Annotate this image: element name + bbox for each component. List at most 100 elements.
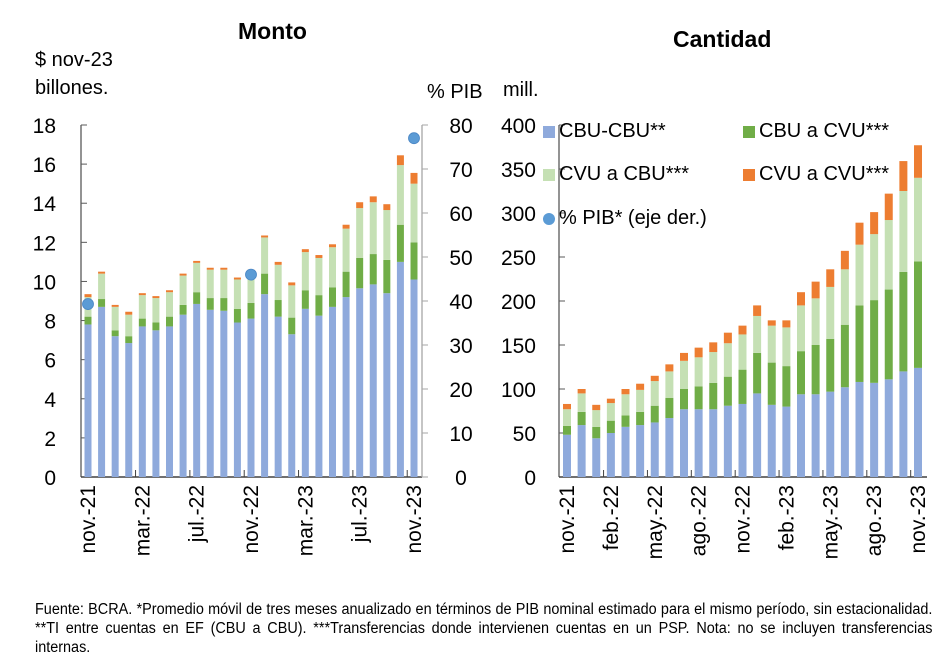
bar-segment-cbu-cbu xyxy=(577,425,586,477)
x-tick-label: ago.-23 xyxy=(863,485,886,556)
legend-label: CBU a CVU*** xyxy=(759,120,890,142)
bar-segment-cbu-cvu xyxy=(261,273,269,295)
bar-segment-cbu-cvu xyxy=(369,254,377,285)
bar-segment-cvu-cbu xyxy=(261,237,269,274)
x-tick-label: nov.-23 xyxy=(907,485,930,554)
y-tick-label: 100 xyxy=(501,379,536,402)
bar-segment-cbu-cbu xyxy=(356,288,364,477)
bar-segment-cbu-cvu xyxy=(592,426,601,439)
monto-title: Monto xyxy=(238,18,307,44)
pib-point xyxy=(408,132,420,145)
bar-segment-cvu-cbu xyxy=(410,183,418,243)
bar-segment-cbu-cvu xyxy=(606,420,615,433)
bar-segment-cvu-cvu xyxy=(369,196,377,203)
bar-segment-cbu-cvu xyxy=(826,338,835,392)
pib-point xyxy=(245,268,257,281)
bar-segment-cvu-cbu xyxy=(315,257,323,296)
bar-segment-cvu-cbu xyxy=(274,264,282,301)
bar-segment-cbu-cbu xyxy=(369,284,377,477)
bar-segment-cvu-cbu xyxy=(111,306,119,331)
bar-segment-cbu-cvu xyxy=(247,302,255,319)
bar-segment-cvu-cbu xyxy=(329,247,336,288)
bar-segment-cvu-cvu xyxy=(356,202,364,209)
bar-segment-cvu-cbu xyxy=(247,271,255,303)
bar-segment-cbu-cbu xyxy=(767,404,776,477)
bar-segment-cbu-cbu xyxy=(138,326,146,477)
x-tick-label: feb.-22 xyxy=(600,485,623,550)
bar-segment-cbu-cbu xyxy=(621,426,630,477)
y-tick-label: 0 xyxy=(524,467,536,490)
legend-swatch-cvu-cvu xyxy=(743,168,755,181)
bar-segment-cbu-cbu xyxy=(193,303,201,477)
y-tick-label: 250 xyxy=(501,247,536,270)
bar-segment-cbu-cvu xyxy=(577,411,586,426)
bar-segment-cvu-cbu xyxy=(138,295,146,319)
bar-segment-cvu-cvu xyxy=(884,193,893,221)
bar-segment-cvu-cbu xyxy=(179,275,187,305)
bar-segment-cvu-cvu xyxy=(193,260,201,263)
bar-segment-cvu-cvu xyxy=(206,267,214,270)
bar-segment-cbu-cbu xyxy=(179,314,187,477)
bar-segment-cbu-cvu xyxy=(315,295,323,316)
bar-segment-cbu-cvu xyxy=(111,330,119,337)
bar-segment-cbu-cvu xyxy=(152,322,160,331)
x-tick-label: jul.-23 xyxy=(349,485,372,543)
bar-segment-cbu-cbu xyxy=(884,379,893,477)
bar-segment-cbu-cbu xyxy=(826,391,835,477)
bar-segment-cbu-cvu xyxy=(233,308,241,323)
bar-segment-cvu-cbu xyxy=(723,343,732,377)
bar-segment-cvu-cbu xyxy=(694,357,703,387)
bar-segment-cbu-cbu xyxy=(233,322,241,477)
bar-segment-cbu-cbu xyxy=(797,394,805,477)
bar-segment-cvu-cvu xyxy=(410,172,418,184)
bar-segment-cbu-cvu xyxy=(884,289,893,380)
bar-segment-cbu-cvu xyxy=(797,351,805,395)
bar-segment-cvu-cvu xyxy=(694,347,703,358)
bar-segment-cbu-cbu xyxy=(98,306,106,477)
y-tick-label: 300 xyxy=(501,203,536,226)
bar-segment-cvu-cbu xyxy=(125,314,133,337)
bar-segment-cvu-cbu xyxy=(288,285,296,318)
bar-segment-cbu-cvu xyxy=(899,271,908,372)
bar-segment-cvu-cbu xyxy=(811,298,820,345)
bar-segment-cvu-cvu xyxy=(899,161,908,191)
bar-segment-cbu-cbu xyxy=(301,308,309,477)
y-tick-label: 150 xyxy=(501,335,536,358)
bar-segment-cvu-cvu xyxy=(261,235,269,238)
bar-segment-cvu-cbu xyxy=(899,191,908,272)
bar-segment-cvu-cvu xyxy=(709,342,718,353)
bar-segment-cbu-cvu xyxy=(636,411,645,426)
bar-segment-cvu-cvu xyxy=(782,320,791,328)
pib-point xyxy=(82,298,94,310)
legend-swatch-cvu-cbu xyxy=(543,168,555,181)
bar-segment-cbu-cvu xyxy=(665,397,674,419)
bar-segment-cvu-cvu xyxy=(767,320,776,326)
bar-segment-cbu-cvu xyxy=(274,300,282,317)
bar-segment-cbu-cvu xyxy=(694,386,703,410)
bar-segment-cvu-cvu xyxy=(636,383,645,390)
bar-segment-cbu-cbu xyxy=(753,393,762,477)
y-tick-label: 18 xyxy=(33,115,56,138)
bar-segment-cbu-cbu xyxy=(206,309,214,477)
bar-segment-cbu-cbu xyxy=(636,425,645,477)
bar-segment-cvu-cbu xyxy=(592,410,601,427)
x-tick-label: nov.-21 xyxy=(556,485,579,554)
bar-segment-cbu-cvu xyxy=(563,425,571,435)
y-tick-label: 350 xyxy=(501,159,536,182)
bar-segment-cvu-cvu xyxy=(342,224,350,229)
bar-segment-cbu-cbu xyxy=(220,310,228,477)
bar-segment-cvu-cbu xyxy=(621,394,630,416)
bar-segment-cbu-cvu xyxy=(782,366,791,407)
bar-segment-cbu-cbu xyxy=(396,261,404,477)
bar-segment-cbu-cbu xyxy=(914,367,922,477)
bar-segment-cbu-cbu xyxy=(723,405,732,477)
bar-segment-cbu-cvu xyxy=(329,287,336,307)
bar-segment-cbu-cvu xyxy=(301,290,309,309)
bar-segment-cbu-cbu xyxy=(694,409,703,477)
bar-segment-cvu-cvu xyxy=(811,281,820,299)
bar-segment-cvu-cvu xyxy=(753,305,762,316)
legend-label: % PIB* (eje der.) xyxy=(559,207,707,229)
bar-segment-cvu-cbu xyxy=(797,305,805,352)
bar-segment-cbu-cvu xyxy=(767,362,776,405)
bar-segment-cvu-cbu xyxy=(840,269,849,325)
